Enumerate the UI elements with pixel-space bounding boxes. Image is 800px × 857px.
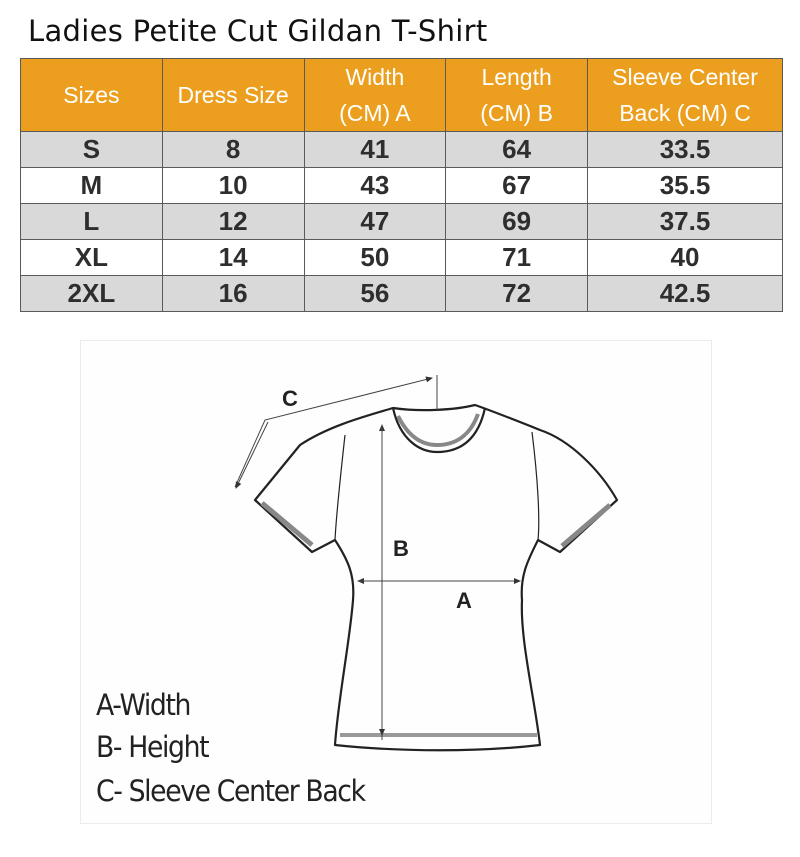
label-c: C [282,386,298,411]
label-a: A [456,588,472,613]
table-cell: 37.5 [587,203,783,240]
table-cell: 8 [161,131,305,168]
table-cell: 14 [161,239,305,276]
table-cell: XL [20,239,163,276]
table-cell: 12 [161,203,305,240]
table-row: L 12 47 69 37.5 [20,203,783,240]
header-dress-size: Dress Size [161,58,305,132]
table-cell: 64 [445,131,588,168]
legend-sleeve: C- Sleeve Center Back [96,774,366,808]
legend-width: A-Width [96,688,191,722]
table-cell: 47 [303,203,447,240]
label-b: B [393,536,409,561]
table-cell: 41 [303,131,447,168]
table-cell: 69 [445,203,588,240]
table-cell: M [20,167,163,204]
chart-title: Ladies Petite Cut Gildan T-Shirt [28,14,488,48]
table-cell: 50 [303,239,447,276]
table-cell: 56 [303,275,447,312]
measure-lines [234,375,521,740]
table-row: M 10 43 67 35.5 [20,167,783,204]
table-cell: 42.5 [587,275,783,312]
table-cell: L [20,203,163,240]
legend-height: B- Height [96,730,210,764]
size-table: Sizes Dress Size Width (CM) A Length (CM) … [20,58,783,312]
table-header-row: Sizes Dress Size Width (CM) A Length (CM) … [20,58,783,132]
table-cell: 40 [587,239,783,276]
header-width: Width (CM) A [303,58,447,132]
tshirt-outline [253,403,619,752]
table-cell: S [20,131,163,168]
table-row: S 8 41 64 33.5 [20,131,783,168]
table-cell: 10 [161,167,305,204]
table-cell: 16 [161,275,305,312]
table-row: XL 14 50 71 40 [20,239,783,276]
table-cell: 35.5 [587,167,783,204]
table-row: 2XL 16 56 72 42.5 [20,275,783,312]
table-cell: 33.5 [587,131,783,168]
header-sleeve: Sleeve Center Back (CM) C [587,58,783,132]
table-cell: 2XL [20,275,163,312]
table-cell: 72 [445,275,588,312]
table-cell: 67 [445,167,588,204]
header-sizes: Sizes [20,58,163,132]
table-cell: 43 [303,167,447,204]
